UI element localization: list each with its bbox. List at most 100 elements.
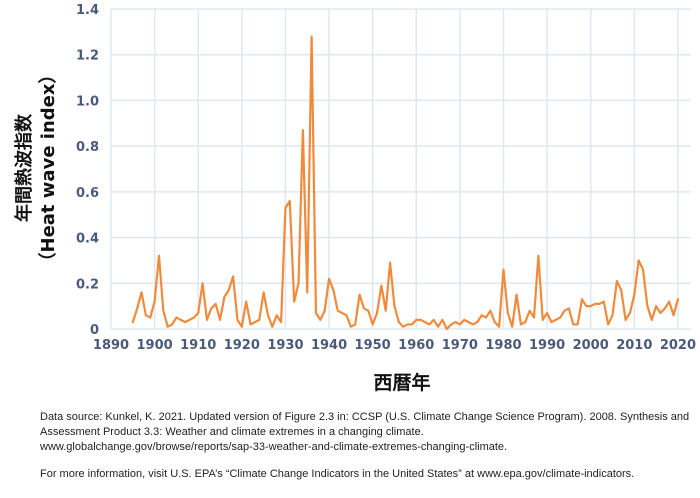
data-point: [131, 321, 134, 324]
y-tick-label: 0.2: [76, 277, 99, 292]
x-tick-label: 1920: [224, 338, 260, 353]
data-point: [336, 309, 339, 312]
data-point: [450, 323, 453, 326]
data-point: [642, 268, 644, 271]
data-point: [458, 323, 461, 326]
heat-wave-chart: 00.20.40.60.81.01.21.4 1890 1900 1910 1920 1…: [13, 3, 696, 394]
more-info-text: For more information, visit U.S. EPA’s “…: [40, 468, 635, 480]
y-tick-label: 1.2: [76, 49, 99, 64]
data-point: [624, 318, 627, 321]
x-tick-label: 2000: [573, 338, 609, 353]
data-point: [554, 318, 557, 321]
data-point: [349, 325, 352, 328]
data-point: [363, 307, 365, 310]
data-point: [467, 321, 470, 324]
data-point: [511, 325, 514, 328]
x-tick-label: 1900: [137, 338, 173, 353]
data-point: [140, 291, 143, 294]
data-point: [345, 314, 348, 317]
data-point: [541, 318, 544, 321]
data-point: [454, 321, 457, 324]
data-points: [131, 35, 679, 330]
data-point: [472, 323, 474, 326]
y-tick-label: 0: [90, 323, 99, 338]
data-point: [437, 325, 439, 328]
data-point: [240, 325, 243, 328]
data-point: [354, 323, 357, 326]
data-point: [615, 280, 618, 282]
data-point: [581, 298, 583, 301]
source-line-3: www.globalchange.gov/browse/reports/sap-…: [40, 441, 508, 453]
data-point: [210, 307, 213, 310]
data-point: [650, 318, 653, 321]
data-point: [380, 284, 383, 287]
data-point: [149, 316, 152, 319]
data-point: [528, 309, 531, 312]
data-point: [585, 305, 588, 308]
y-axis-title-secondary: （Heat wave index）: [38, 66, 59, 271]
data-point: [524, 321, 527, 324]
data-point: [393, 305, 396, 308]
data-point: [402, 325, 405, 328]
data-point: [489, 309, 492, 312]
data-point: [476, 321, 479, 324]
data-point: [611, 314, 614, 317]
data-point: [411, 323, 413, 326]
data-point: [319, 318, 322, 321]
data-point: [223, 296, 226, 298]
data-point: [563, 309, 566, 312]
x-tick-label: 2010: [616, 338, 652, 353]
data-point: [415, 318, 418, 321]
data-point: [493, 321, 496, 324]
x-tick-labels: 1890 1900 1910 1920 1930 1940 1950 1960 1970 1980…: [93, 338, 696, 353]
source-line-1: Data source: Kunkel, K. 2021. Updated ve…: [40, 411, 690, 423]
y-axis-label-line1: 年間熱波指数: [13, 113, 35, 222]
data-point: [502, 268, 505, 271]
data-point: [219, 318, 221, 321]
data-point: [598, 302, 601, 305]
source-line-2: Assessment Product 3.3: Weather and clim…: [40, 426, 424, 438]
data-point: [232, 275, 235, 278]
data-point: [184, 321, 187, 324]
data-point: [646, 305, 649, 308]
data-point: [153, 300, 156, 303]
x-tick-label: 1890: [93, 338, 129, 353]
plot-area: [111, 9, 691, 329]
data-point: [550, 321, 553, 324]
data-point: [280, 321, 282, 324]
data-point: [677, 298, 679, 301]
x-tick-label: 1950: [355, 338, 391, 353]
data-point: [315, 312, 317, 314]
data-point: [310, 35, 313, 38]
data-point: [323, 309, 326, 312]
data-point: [275, 314, 278, 317]
data-point: [358, 293, 361, 296]
data-point: [367, 309, 370, 312]
data-point: [227, 289, 230, 292]
data-point: [258, 318, 261, 321]
x-tick-label: 2020: [660, 338, 696, 353]
x-tick-label: 1960: [398, 338, 434, 353]
y-tick-label: 1.0: [76, 94, 99, 109]
data-point: [432, 318, 435, 321]
data-point: [201, 282, 204, 285]
data-point: [301, 129, 304, 132]
data-point: [249, 323, 252, 326]
data-point: [668, 300, 671, 303]
data-point: [602, 300, 605, 303]
data-point: [245, 300, 248, 303]
data-point: [406, 323, 409, 326]
data-point: [376, 312, 378, 314]
data-point: [284, 206, 287, 209]
y-tick-label: 0.6: [76, 186, 99, 201]
data-point: [236, 318, 239, 321]
data-point: [424, 321, 426, 324]
y-axis-title: 年間熱波指数: [13, 113, 35, 222]
data-point: [136, 307, 139, 310]
data-point: [254, 321, 256, 324]
data-point: [546, 312, 548, 314]
data-point: [537, 254, 540, 257]
y-tick-label: 0.4: [76, 232, 99, 247]
data-point: [166, 325, 169, 328]
data-point: [192, 316, 195, 319]
